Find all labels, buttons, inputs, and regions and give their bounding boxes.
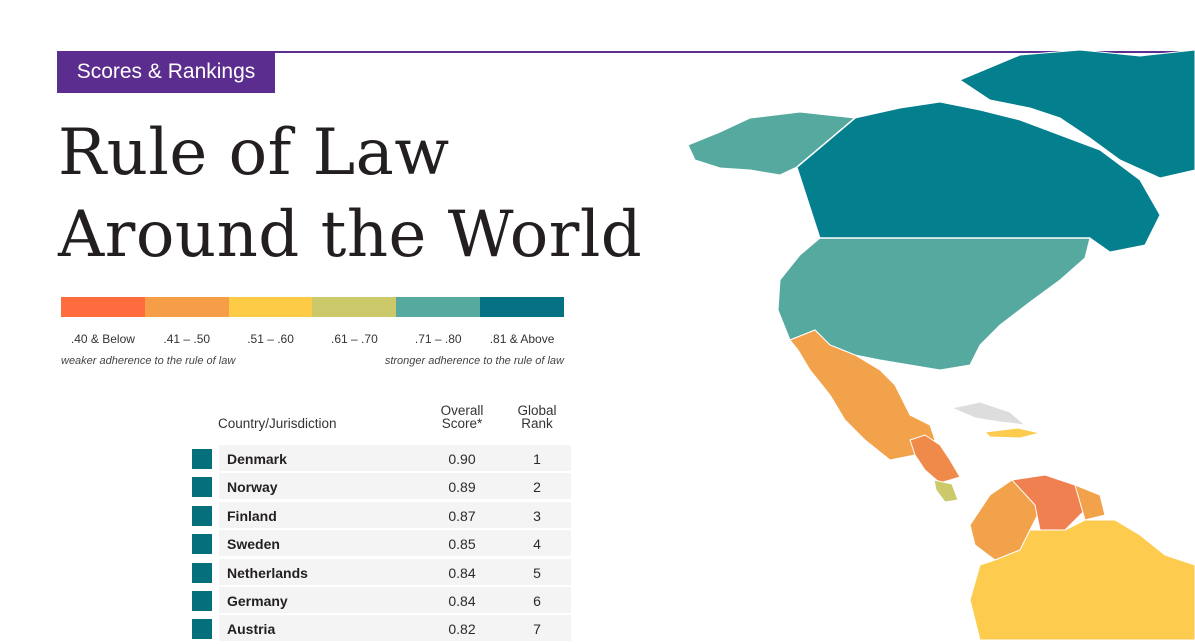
world-map [687, 49, 1195, 640]
overall-score: 0.87 [448, 507, 476, 524]
legend-label-3: .51 – .60 [247, 332, 294, 346]
greenland-region [958, 49, 1195, 179]
venezuela-region [1010, 474, 1086, 531]
table-header: Country/Jurisdiction Overall Score* Glob… [192, 404, 572, 440]
column-header-rank: Global Rank [517, 403, 557, 431]
table-row: Sweden 0.85 4 [192, 530, 572, 558]
legend-weaker-note: weaker adherence to the rule of law [61, 355, 236, 367]
country-name: Denmark [227, 451, 287, 467]
country-name: Finland [227, 507, 277, 524]
global-rank: 2 [533, 479, 541, 496]
legend-label-1: .40 & Below [70, 332, 135, 346]
country-name: Austria [227, 621, 276, 638]
alaska-canada-border [796, 117, 856, 168]
title-line-2: Around the World [58, 198, 643, 272]
legend-labels: .40 & Below .41 – .50 .51 – .60 .61 – .7… [61, 332, 564, 346]
cuba-region [950, 401, 1027, 426]
global-rank: 6 [533, 592, 541, 609]
legend-label-6: .81 & Above [489, 332, 555, 346]
costa-rica-region [933, 479, 959, 503]
row-stripe [219, 445, 571, 471]
legend-bar [61, 297, 564, 317]
row-stripe [219, 586, 571, 613]
overall-score: 0.90 [448, 451, 476, 467]
section-tab: Scores & Rankings [57, 51, 275, 93]
row-stripe [219, 558, 571, 585]
row-stripe [219, 615, 571, 642]
legend-swatch-5 [396, 297, 481, 317]
overall-score: 0.85 [448, 536, 476, 553]
legend-swatch-4 [312, 297, 397, 317]
row-stripe [219, 473, 571, 500]
legend: .40 & Below .41 – .50 .51 – .60 .61 – .7… [61, 297, 564, 367]
score-swatch [192, 562, 212, 583]
legend-label-2: .41 – .50 [163, 332, 211, 346]
global-rank: 1 [533, 451, 541, 467]
score-swatch [192, 449, 212, 469]
overall-score: 0.82 [448, 621, 476, 638]
country-name: Netherlands [227, 564, 308, 581]
column-header-country: Country/Jurisdiction [218, 416, 337, 431]
legend-label-5: .71 – .80 [414, 332, 462, 346]
global-rank: 4 [533, 536, 541, 553]
usa-region [777, 237, 1091, 371]
table-row: Finland 0.87 3 [192, 501, 572, 530]
global-rank: 7 [533, 621, 541, 638]
central-america-region [909, 434, 961, 484]
score-swatch [192, 590, 212, 611]
legend-stronger-note: stronger adherence to the rule of law [384, 355, 564, 367]
country-name: Sweden [227, 536, 280, 553]
legend-notes: weaker adherence to the rule of law stro… [61, 355, 564, 367]
overall-score: 0.84 [448, 592, 476, 609]
global-rank: 3 [533, 507, 541, 524]
table-row: Germany 0.84 6 [192, 586, 572, 615]
title-line-1: Rule of Law [58, 116, 450, 190]
score-swatch [192, 534, 212, 555]
caribbean-islands-region [983, 427, 1041, 439]
country-name: Germany [227, 592, 288, 609]
mexico-region [789, 329, 936, 461]
table-row: Norway 0.89 2 [192, 473, 572, 501]
row-stripe [219, 530, 571, 557]
legend-label-4: .61 – .70 [331, 332, 378, 346]
table-row: Austria 0.82 7 [192, 615, 572, 643]
brazil-region [969, 519, 1195, 640]
row-stripe [219, 501, 571, 528]
guyana-region [1074, 484, 1106, 521]
overall-score: 0.89 [448, 479, 476, 496]
score-swatch [192, 477, 212, 498]
table-row: Netherlands 0.84 5 [192, 558, 572, 587]
country-name: Norway [227, 479, 278, 496]
score-swatch [192, 619, 212, 640]
legend-swatch-1 [61, 297, 145, 317]
table-row: Denmark 0.90 1 [192, 445, 572, 473]
column-header-score: Overall Score* [440, 403, 484, 431]
page-title: Rule of Law Around the World [58, 112, 678, 276]
global-rank: 5 [533, 564, 541, 581]
ranking-table: Denmark 0.90 1 Norway 0.89 2 Finland 0.87 3 Swede… [192, 445, 572, 644]
overall-score: 0.84 [448, 564, 476, 581]
top-rule [275, 51, 1195, 53]
legend-swatch-6 [480, 297, 564, 317]
legend-swatch-3 [228, 297, 313, 317]
score-swatch [192, 505, 212, 526]
legend-swatch-2 [144, 297, 229, 317]
